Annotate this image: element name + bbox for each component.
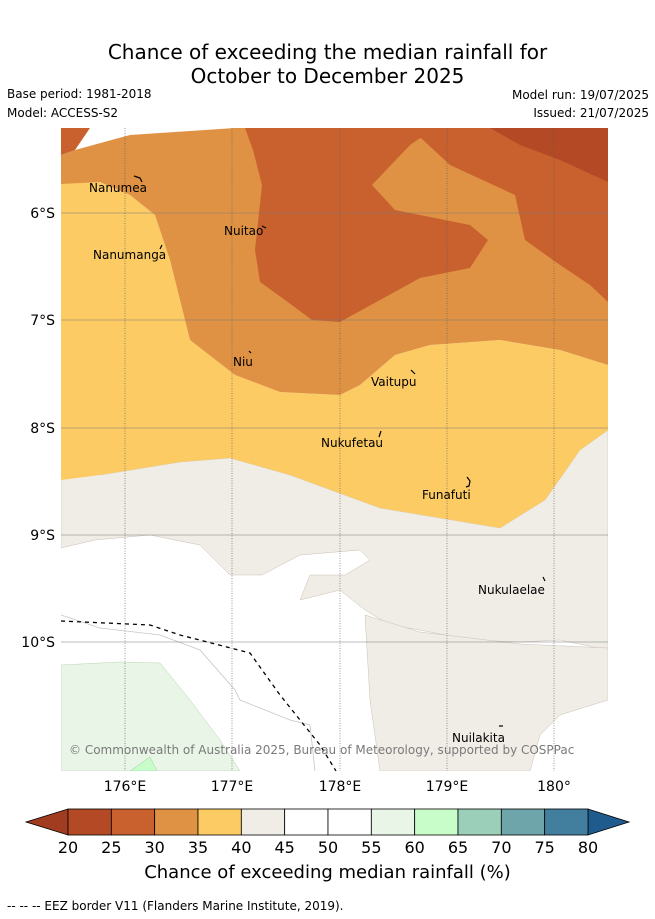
region-35-40 xyxy=(61,180,608,528)
island-shapes xyxy=(133,175,546,727)
base-period: Base period: 1981-2018 xyxy=(7,87,152,101)
colorbar-segment xyxy=(110,808,156,836)
longitude-labels: 176°E 177°E 178°E 179°E 180° xyxy=(104,779,571,795)
colorbar-segment xyxy=(457,808,502,836)
lat-label-6s: 6°S xyxy=(30,206,55,222)
lat-label-8s: 8°S xyxy=(30,421,55,437)
lon-label-176e: 176°E xyxy=(104,779,147,795)
issued-date: Issued: 21/07/2025 xyxy=(533,106,649,120)
title-line-2: October to December 2025 xyxy=(190,64,465,88)
colorbar-segment xyxy=(500,808,546,836)
region-25-30-central xyxy=(245,128,488,322)
eez-footnote: -- -- -- EEZ border V11 (Flanders Marine… xyxy=(7,899,344,913)
colorbar-segment xyxy=(197,808,242,836)
graticule xyxy=(61,212,608,643)
island-nukulaelae-shape xyxy=(542,576,546,582)
title-line-1: Chance of exceeding the median rainfall … xyxy=(107,40,548,64)
lon-label-179e: 179°E xyxy=(426,779,469,795)
eez-border xyxy=(61,620,337,771)
colorbar-tick-label: 65 xyxy=(448,838,468,857)
colorbar-tick-label: 50 xyxy=(318,838,338,857)
colorbar-tick-label: 35 xyxy=(188,838,208,857)
copyright-text: © Commonwealth of Australia 2025, Bureau… xyxy=(69,743,574,757)
colorbar-segment xyxy=(327,808,372,836)
lat-label-7s: 7°S xyxy=(30,313,55,329)
island-nuitao-shape xyxy=(261,225,267,229)
region-60-65 xyxy=(129,756,158,771)
colorbar-tick-label: 60 xyxy=(404,838,424,857)
colorbar-segment xyxy=(67,808,112,836)
model-run: Model run: 19/07/2025 xyxy=(511,88,649,102)
colorbar-segment xyxy=(544,808,589,836)
island-label-funafuti: Funafuti xyxy=(422,488,471,502)
island-label-niu: Niu xyxy=(233,355,253,369)
map-title: Chance of exceeding the median rainfall … xyxy=(0,40,655,88)
island-vaitupu-shape xyxy=(410,369,416,375)
island-label-vaitupu: Vaitupu xyxy=(371,375,417,389)
island-funafuti-shape xyxy=(465,476,471,488)
model-name: Model: ACCESS-S2 xyxy=(7,106,119,120)
colorbar-under-extension xyxy=(24,808,69,836)
island-label-nanumea: Nanumea xyxy=(89,181,147,195)
region-20-25 xyxy=(490,128,608,182)
lon-label-180: 180° xyxy=(537,779,571,795)
colorbar-segment xyxy=(284,808,329,836)
colorbar-tick-label: 45 xyxy=(274,838,294,857)
colorbar-title: Chance of exceeding median rainfall (%) xyxy=(144,862,511,883)
colorbar-tick-label: 55 xyxy=(361,838,381,857)
region-25-30-top xyxy=(61,128,90,155)
colorbar-tick-label: 80 xyxy=(578,838,598,857)
island-label-nukufetau: Nukufetau xyxy=(321,436,383,450)
colorbar-tick-label: 25 xyxy=(101,838,121,857)
island-niu-shape xyxy=(248,350,252,354)
region-40-45-south xyxy=(364,614,608,771)
graticule-longitude xyxy=(124,128,555,771)
colorbar-tick-label: 75 xyxy=(534,838,554,857)
island-label-nuilakita: Nuilakita xyxy=(452,731,505,745)
colorbar-segment xyxy=(154,808,199,836)
lon-label-177e: 177°E xyxy=(211,779,254,795)
colorbar-over-extension xyxy=(587,808,631,836)
colorbar-tick-label: 30 xyxy=(144,838,164,857)
island-nukufetau-shape xyxy=(378,430,382,438)
lat-label-10s: 10°S xyxy=(21,635,55,651)
colorbar-segment xyxy=(414,808,459,836)
map-panel: Nanumea Nuitao Nanumanga Niu Vaitupu Nuk… xyxy=(61,128,608,771)
colorbar: 20 25 30 35 40 45 50 55 60 65 70 75 80 xyxy=(24,808,631,857)
island-label-nuitao: Nuitao xyxy=(224,224,263,238)
lat-label-9s: 9°S xyxy=(30,528,55,544)
latitude-labels: 6°S 7°S 8°S 9°S 10°S xyxy=(21,206,55,651)
region-55-60 xyxy=(61,661,241,771)
colorbar-segment xyxy=(240,808,286,836)
island-nanumea-shape xyxy=(133,175,143,183)
colorbar-tick-label: 70 xyxy=(491,838,511,857)
region-25-30-east xyxy=(410,128,608,302)
island-labels: Nanumea Nuitao Nanumanga Niu Vaitupu Nuk… xyxy=(89,181,545,745)
colorbar-segment xyxy=(370,808,416,836)
colorbar-tick-label: 20 xyxy=(58,838,78,857)
island-label-nanumanga: Nanumanga xyxy=(93,248,166,262)
island-nanumanga-shape xyxy=(159,244,163,250)
colorbar-tick-label: 40 xyxy=(231,838,251,857)
island-label-nukulaelae: Nukulaelae xyxy=(478,583,545,597)
lon-label-178e: 178°E xyxy=(319,779,362,795)
